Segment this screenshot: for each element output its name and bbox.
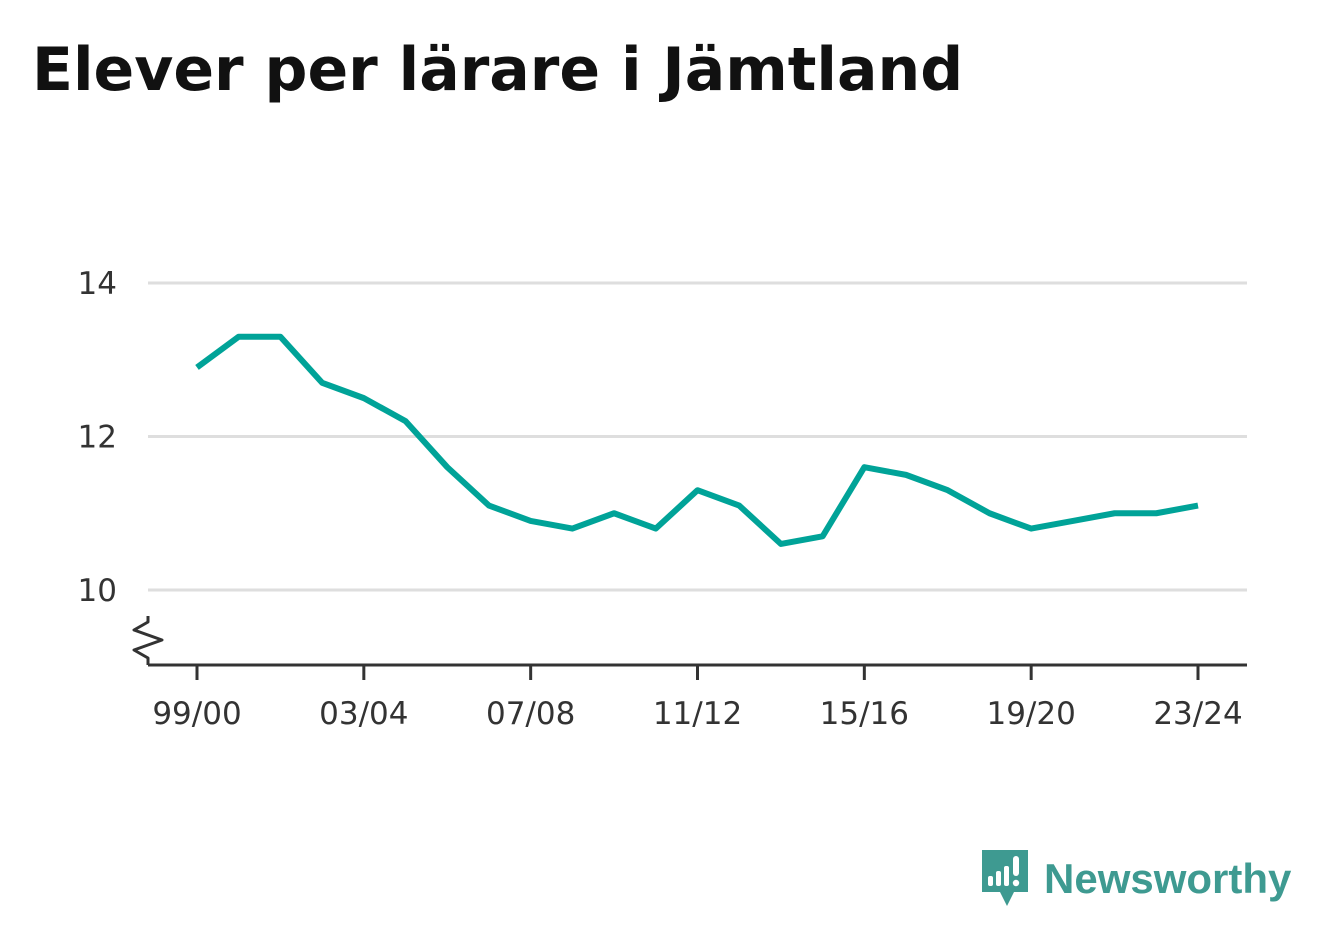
data-point-02-03	[322, 382, 323, 383]
x-tick-label-03-04: 03/04	[319, 696, 408, 732]
gridlines	[148, 281, 1247, 592]
data-point-09-10	[614, 513, 615, 514]
data-point-18-19	[989, 513, 990, 514]
y-axis-tick-labels: 10 12 14	[78, 266, 117, 609]
y-tick-label-10: 10	[78, 573, 117, 609]
data-point-01-02	[280, 336, 281, 337]
brand-name: Newsworthy	[1044, 855, 1292, 902]
data-point-17-18	[947, 490, 948, 491]
x-tick-label-07-08: 07/08	[486, 696, 575, 732]
x-tick-label-15-16: 15/16	[820, 696, 909, 732]
data-point-05-06	[447, 467, 448, 468]
data-point-14-15	[822, 536, 823, 537]
data-point-16-17	[906, 474, 907, 475]
x-axis-tick-labels: 99/00 03/04 07/08 11/12 15/16 19/20 23/24	[152, 696, 1242, 732]
series-line-0	[195, 333, 1199, 547]
data-point-08-09	[572, 528, 573, 529]
newsworthy-logo: Newsworthy	[980, 848, 1291, 910]
chart-title: Elever per lärare i Jämtland	[32, 35, 964, 105]
data-point-10-11	[655, 528, 656, 529]
data-point-20-21	[1072, 520, 1073, 521]
x-tick-label-23-24: 23/24	[1153, 696, 1242, 732]
data-point-06-07	[488, 505, 489, 506]
line-chart: 10 12 14 99/00 03/04 07/08 11/12 15/16 19/20 23/…	[78, 266, 1247, 732]
y-axis-break-marker	[132, 616, 164, 665]
data-point-04-05	[405, 421, 406, 422]
data-point-07-08	[530, 520, 531, 521]
data-point-00-01	[238, 336, 239, 337]
x-tick-label-11-12: 11/12	[653, 696, 742, 732]
data-point-15-16	[864, 467, 865, 468]
data-point-11-12	[697, 490, 698, 491]
data-point-19-20	[1031, 528, 1032, 529]
data-point-22-23	[1156, 513, 1157, 514]
series-group	[195, 333, 1199, 547]
data-point-21-22	[1114, 513, 1115, 514]
data-point-12-13	[739, 505, 740, 506]
x-axis	[132, 616, 1247, 680]
data-point-23-24	[1198, 505, 1199, 506]
x-tick-label-99-00: 99/00	[152, 696, 241, 732]
bar-chart-speech-bubble-icon	[982, 850, 1028, 906]
data-point-03-04	[363, 398, 364, 399]
data-point-13-14	[780, 543, 781, 544]
data-point-99-00	[197, 367, 198, 368]
y-tick-label-12: 12	[78, 420, 117, 456]
x-tick-label-19-20: 19/20	[986, 696, 1075, 732]
y-tick-label-14: 14	[78, 266, 117, 302]
